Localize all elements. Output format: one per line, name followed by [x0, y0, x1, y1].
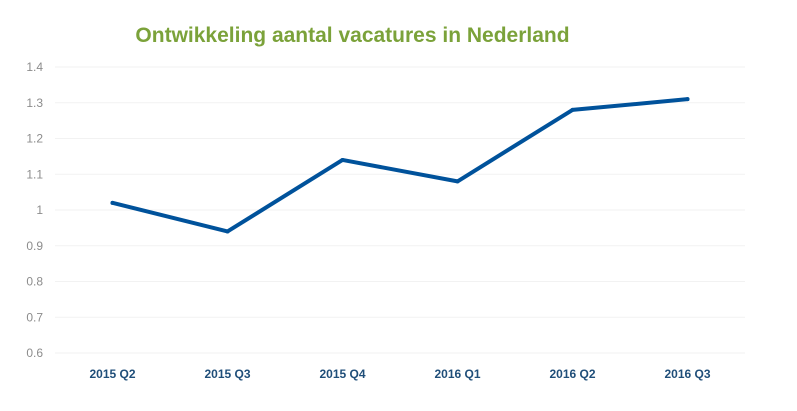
y-tick-label: 1: [36, 203, 43, 217]
data-point: [340, 157, 345, 162]
y-tick-label: 1.3: [26, 96, 43, 110]
y-tick-label: 0.7: [26, 310, 43, 324]
y-tick-label: 1.1: [26, 167, 43, 181]
data-point: [110, 200, 115, 205]
series-line: [110, 97, 690, 234]
data-point: [570, 107, 575, 112]
y-tick-label: 0.6: [26, 346, 43, 360]
x-tick-label: 2015 Q3: [204, 367, 250, 381]
y-axis: 0.6 0.7 0.8 0.9 1 1.1 1.2 1.3 1.4: [26, 60, 43, 360]
x-tick-label: 2016 Q1: [434, 367, 480, 381]
data-point: [685, 97, 690, 102]
x-tick-label: 2015 Q4: [319, 367, 365, 381]
x-axis: 2015 Q2 2015 Q3 2015 Q4 2016 Q1 2016 Q2 2016 …: [89, 367, 710, 381]
y-tick-label: 0.9: [26, 239, 43, 253]
x-tick-label: 2015 Q2: [89, 367, 135, 381]
series-group: [110, 97, 690, 234]
x-tick-label: 2016 Q3: [664, 367, 710, 381]
gridlines: [55, 66, 745, 354]
y-tick-label: 0.8: [26, 275, 43, 289]
y-tick-label: 1.2: [26, 132, 43, 146]
chart-title: Ontwikkeling aantal vacatures in Nederla…: [135, 24, 570, 47]
data-point: [225, 229, 230, 234]
y-tick-label: 1.4: [26, 60, 43, 74]
x-tick-label: 2016 Q2: [549, 367, 595, 381]
data-point: [455, 179, 460, 184]
